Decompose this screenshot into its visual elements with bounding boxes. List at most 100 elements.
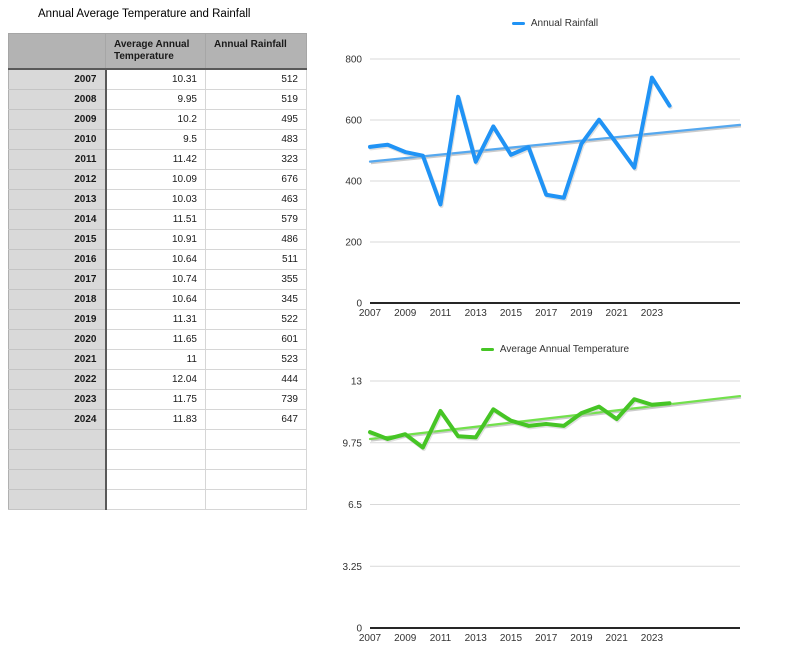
legend-label: Annual Rainfall <box>530 18 599 29</box>
cell-rainfall[interactable] <box>205 468 307 490</box>
row-header-cell[interactable] <box>8 468 107 490</box>
trendline <box>368 123 742 163</box>
cell-rainfall[interactable]: 601 <box>205 328 307 350</box>
cell-temperature[interactable]: 11.65 <box>105 328 206 350</box>
row-header-cell[interactable]: 2016 <box>8 248 107 270</box>
y-tick-label: 13 <box>351 377 363 388</box>
cell-temperature[interactable]: 11.31 <box>105 308 206 330</box>
row-header-cell[interactable]: 2024 <box>8 408 107 430</box>
cell-rainfall[interactable]: 323 <box>205 148 307 170</box>
legend-line-marker-icon <box>480 348 494 351</box>
row-header-cell[interactable]: 2020 <box>8 328 107 350</box>
cell-temperature[interactable]: 10.09 <box>105 168 206 190</box>
chart-legend: Average Annual Temperature <box>370 344 740 355</box>
row-header-cell[interactable]: 2019 <box>8 308 107 330</box>
row-header-cell[interactable]: 2015 <box>8 228 107 250</box>
cell-temperature[interactable]: 10.91 <box>105 228 206 250</box>
cell-rainfall[interactable]: 522 <box>205 308 307 330</box>
x-tick-label: 2007 <box>359 308 382 319</box>
cell-temperature[interactable]: 11.42 <box>105 148 206 170</box>
data-series-line <box>368 75 672 207</box>
cell-temperature[interactable]: 12.04 <box>105 368 206 390</box>
column-header-temperature[interactable]: Average Annual Temperature <box>105 33 206 70</box>
cell-temperature[interactable]: 10.2 <box>105 108 206 130</box>
table-row: 2024 11.83 647 <box>8 408 307 430</box>
row-header-cell[interactable] <box>8 428 107 450</box>
cell-temperature[interactable] <box>105 428 206 450</box>
table-row: 2016 10.64 511 <box>8 248 307 270</box>
table-header-row: Average Annual Temperature Annual Rainfal… <box>8 33 307 70</box>
row-header-cell[interactable]: 2011 <box>8 148 107 170</box>
row-header-cell[interactable]: 2023 <box>8 388 107 410</box>
cell-temperature[interactable]: 10.31 <box>105 68 206 90</box>
x-tick-label: 2011 <box>430 633 452 644</box>
cell-temperature[interactable]: 10.74 <box>105 268 206 290</box>
cell-rainfall[interactable]: 523 <box>205 348 307 370</box>
cell-temperature[interactable]: 10.64 <box>105 288 206 310</box>
row-header-cell[interactable]: 2022 <box>8 368 107 390</box>
table-row: 2007 10.31 512 <box>8 68 307 90</box>
column-header-rainfall[interactable]: Annual Rainfall <box>205 33 307 70</box>
cell-rainfall[interactable] <box>205 428 307 450</box>
cell-temperature[interactable] <box>105 448 206 470</box>
cell-temperature[interactable]: 9.95 <box>105 88 206 110</box>
rainfall-chart[interactable]: Annual Rainfall 0 200 400 600 800 2007 2009 2011… <box>330 0 812 335</box>
cell-temperature[interactable]: 11.83 <box>105 408 206 430</box>
cell-temperature[interactable]: 9.5 <box>105 128 206 150</box>
column-header-years[interactable] <box>8 33 106 70</box>
cell-temperature[interactable]: 11.51 <box>105 208 206 230</box>
row-header-cell[interactable]: 2007 <box>8 68 107 90</box>
cell-rainfall[interactable]: 463 <box>205 188 307 210</box>
cell-temperature[interactable] <box>105 488 206 510</box>
cell-rainfall[interactable] <box>205 448 307 470</box>
cell-rainfall[interactable] <box>205 488 307 510</box>
cell-rainfall[interactable]: 345 <box>205 288 307 310</box>
table-row-empty <box>8 428 307 450</box>
chart-legend: Annual Rainfall <box>370 18 740 29</box>
x-tick-label: 2023 <box>641 633 664 644</box>
cell-rainfall[interactable]: 739 <box>205 388 307 410</box>
cell-temperature[interactable]: 10.03 <box>105 188 206 210</box>
table-row: 2019 11.31 522 <box>8 308 307 330</box>
row-header-cell[interactable]: 2012 <box>8 168 107 190</box>
row-header-cell[interactable]: 2014 <box>8 208 107 230</box>
table-row: 2012 10.09 676 <box>8 168 307 190</box>
row-header-cell[interactable]: 2017 <box>8 268 107 290</box>
cell-temperature[interactable]: 11.75 <box>105 388 206 410</box>
temperature-chart[interactable]: Average Annual Temperature 0 3.25 6.5 9.75 13… <box>330 340 812 660</box>
x-tick-label: 2019 <box>570 633 593 644</box>
row-header-cell[interactable]: 2013 <box>8 188 107 210</box>
cell-rainfall[interactable]: 486 <box>205 228 307 250</box>
row-header-cell[interactable]: 2021 <box>8 348 107 370</box>
row-header-cell[interactable]: 2009 <box>8 108 107 130</box>
data-series-line <box>368 397 672 450</box>
cell-rainfall[interactable]: 579 <box>205 208 307 230</box>
row-header-cell[interactable]: 2008 <box>8 88 107 110</box>
cell-rainfall[interactable]: 511 <box>205 248 307 270</box>
row-header-cell[interactable] <box>8 488 107 510</box>
cell-rainfall[interactable]: 355 <box>205 268 307 290</box>
cell-rainfall[interactable]: 512 <box>205 68 307 90</box>
cell-temperature[interactable]: 11 <box>105 348 206 370</box>
trendline-shadow <box>370 125 742 165</box>
cell-rainfall[interactable]: 483 <box>205 128 307 150</box>
x-tick-label: 2023 <box>641 308 664 319</box>
table-row: 2015 10.91 486 <box>8 228 307 250</box>
y-tick-label: 9.75 <box>343 438 363 449</box>
cell-temperature[interactable]: 10.64 <box>105 248 206 270</box>
row-header-cell[interactable]: 2018 <box>8 288 107 310</box>
table-row: 2010 9.5 483 <box>8 128 307 150</box>
cell-rainfall[interactable]: 444 <box>205 368 307 390</box>
table-row: 2018 10.64 345 <box>8 288 307 310</box>
x-tick-label: 2015 <box>500 633 523 644</box>
row-header-cell[interactable] <box>8 448 107 470</box>
y-tick-label: 600 <box>345 116 362 127</box>
cell-rainfall[interactable]: 495 <box>205 108 307 130</box>
row-header-cell[interactable]: 2010 <box>8 128 107 150</box>
cell-rainfall[interactable]: 519 <box>205 88 307 110</box>
table-row: 2008 9.95 519 <box>8 88 307 110</box>
cell-rainfall[interactable]: 647 <box>205 408 307 430</box>
cell-temperature[interactable] <box>105 468 206 490</box>
cell-rainfall[interactable]: 676 <box>205 168 307 190</box>
x-tick-label: 2011 <box>430 308 452 319</box>
